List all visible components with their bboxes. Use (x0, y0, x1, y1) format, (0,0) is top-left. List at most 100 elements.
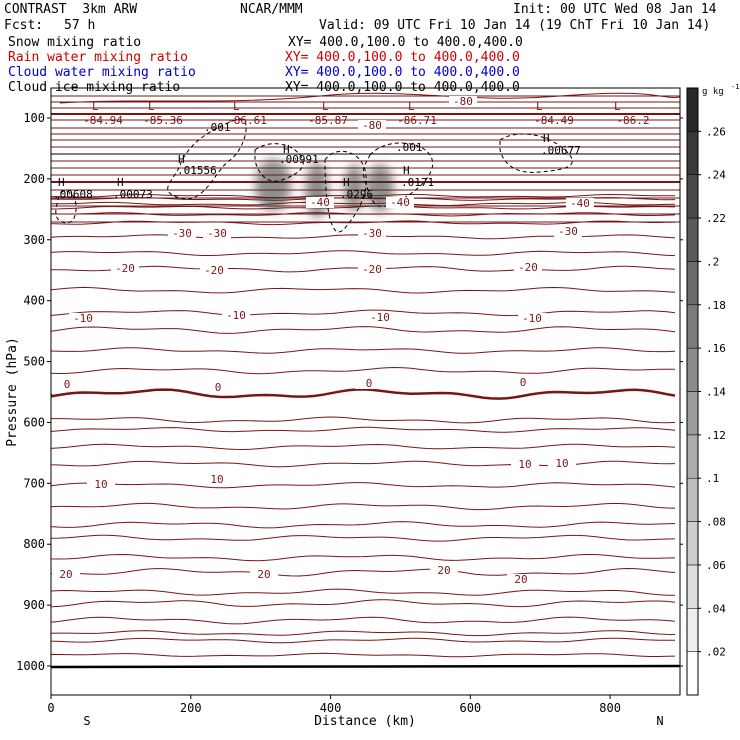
plot-frame (50, 87, 681, 696)
field-name-rain: Rain water mixing ratio (8, 50, 189, 65)
field-name-snow: Snow mixing ratio (8, 35, 142, 50)
isotherm (51, 426, 676, 433)
colorbar-tick-label: .2 (706, 255, 719, 268)
temperature-contour-label: -40 (390, 196, 410, 209)
field-name-cloudwater: Cloud water mixing ratio (8, 65, 196, 80)
high-marker: H (58, 176, 65, 189)
low-value: -84.94 (83, 114, 123, 127)
colorbar-segment (686, 434, 699, 479)
isotherm (51, 521, 676, 529)
surface-line (51, 664, 680, 669)
contour-label-bg (358, 120, 386, 131)
contour-label-bg (358, 264, 386, 275)
temperature-contour-label: -30 (558, 225, 578, 238)
low-value: -86.2 (616, 114, 649, 127)
colorbar-tick-label: .02 (706, 646, 726, 659)
cloud-ice-shade (305, 162, 329, 218)
contour-label-bg (250, 569, 278, 580)
temperature-contour-label: -40 (570, 197, 590, 210)
low-marker: L (148, 100, 155, 113)
y-axis-label: Pressure (hPa) (5, 337, 20, 447)
temperature-contour-label: -20 (204, 264, 224, 277)
contour-label-bg (554, 226, 582, 237)
project-title: CONTRAST 3km ARW (4, 2, 138, 17)
isotherm (51, 309, 676, 317)
colorbar-segment (686, 131, 699, 175)
high-marker: H (178, 153, 185, 166)
temperature-contour-label: -10 (370, 311, 390, 324)
low-value: -86.61 (227, 114, 267, 127)
contour-label-bg (514, 262, 542, 273)
colorbar-tick-label: .18 (706, 299, 726, 312)
temperature-contour-label: -10 (73, 312, 93, 325)
contour-label-bg (386, 197, 414, 208)
high-marker: H (403, 164, 410, 177)
cloud-ice-shade (344, 164, 364, 212)
y-tick-label: 1000 (16, 659, 45, 673)
colorbar-segment (686, 477, 699, 522)
colorbar-segment (686, 87, 699, 132)
temperature-contour-label: -40 (310, 196, 330, 209)
field-xy-cloudwater: XY= 400.0,100.0 to 400.0,400.0 (285, 65, 520, 80)
isotherm (51, 599, 676, 608)
high-marker: H (543, 132, 550, 145)
x-tick-label: 200 (180, 701, 202, 715)
x-tick-label: 400 (320, 701, 342, 715)
isotherm (51, 366, 676, 375)
contour-label-bg (507, 574, 535, 585)
colorbar-tick-label: .22 (706, 212, 726, 225)
isotherm (51, 326, 676, 334)
y-tick-label: 300 (23, 233, 45, 247)
contour-label-bg (430, 565, 458, 576)
y-tick-label: 800 (23, 537, 45, 551)
snow-contour (499, 133, 573, 173)
temperature-contour-label: 0 (366, 377, 373, 390)
snow-contour (324, 150, 367, 233)
colorbar-tick-label: .1 (706, 472, 719, 485)
isotherm (51, 482, 676, 489)
y-tick-label: 100 (23, 111, 45, 125)
colorbar-unit: g kg (702, 87, 724, 97)
contour-label-bg (449, 96, 477, 107)
isotherm (51, 220, 676, 226)
temperature-contour-label: 20 (437, 564, 450, 577)
isotherm (51, 630, 676, 637)
temperature-contour-label: -10 (522, 312, 542, 325)
init-time: Init: 00 UTC Wed 08 Jan 14 (513, 2, 717, 17)
y-tick-label: 700 (23, 476, 45, 490)
temperature-contour-label: -30 (207, 227, 227, 240)
low-marker: L (92, 100, 99, 113)
snow-contour (55, 190, 77, 224)
y-tick-label: 400 (23, 294, 45, 308)
low-value: -86.71 (397, 114, 437, 127)
colorbar-unit-exponent: -1 (731, 83, 739, 91)
colorbar-segment (686, 347, 699, 392)
contour-label-bg (511, 459, 539, 470)
temperature-contour-label: 10 (210, 473, 223, 486)
colorbar-tick-label: .06 (706, 559, 726, 572)
temperature-contour-label: -20 (362, 263, 382, 276)
temperature-contour-label: 20 (59, 568, 72, 581)
low-marker: L (233, 100, 240, 113)
temperature-contour-label: -20 (518, 261, 538, 274)
contour-label-bg (53, 379, 81, 390)
temperature-contour-label: -30 (172, 227, 192, 240)
forecast-hours: 57 h (64, 18, 96, 33)
temperature-contour-label: 0 (64, 378, 71, 391)
high-value: .00073 (113, 188, 153, 201)
colorbar-segment (686, 304, 699, 349)
isotherm (51, 212, 676, 217)
colorbar-segment (686, 217, 699, 262)
colorbar-segment (686, 391, 699, 436)
colorbar-segment (686, 651, 699, 696)
temperature-contour-label: 10 (94, 478, 107, 491)
isotherm (51, 534, 676, 542)
high-marker: H (283, 143, 290, 156)
high-value: .00991 (279, 153, 319, 166)
isotherm (51, 250, 676, 257)
colorbar-segment (686, 261, 699, 306)
isotherm (51, 588, 676, 596)
isotherm (51, 567, 676, 577)
